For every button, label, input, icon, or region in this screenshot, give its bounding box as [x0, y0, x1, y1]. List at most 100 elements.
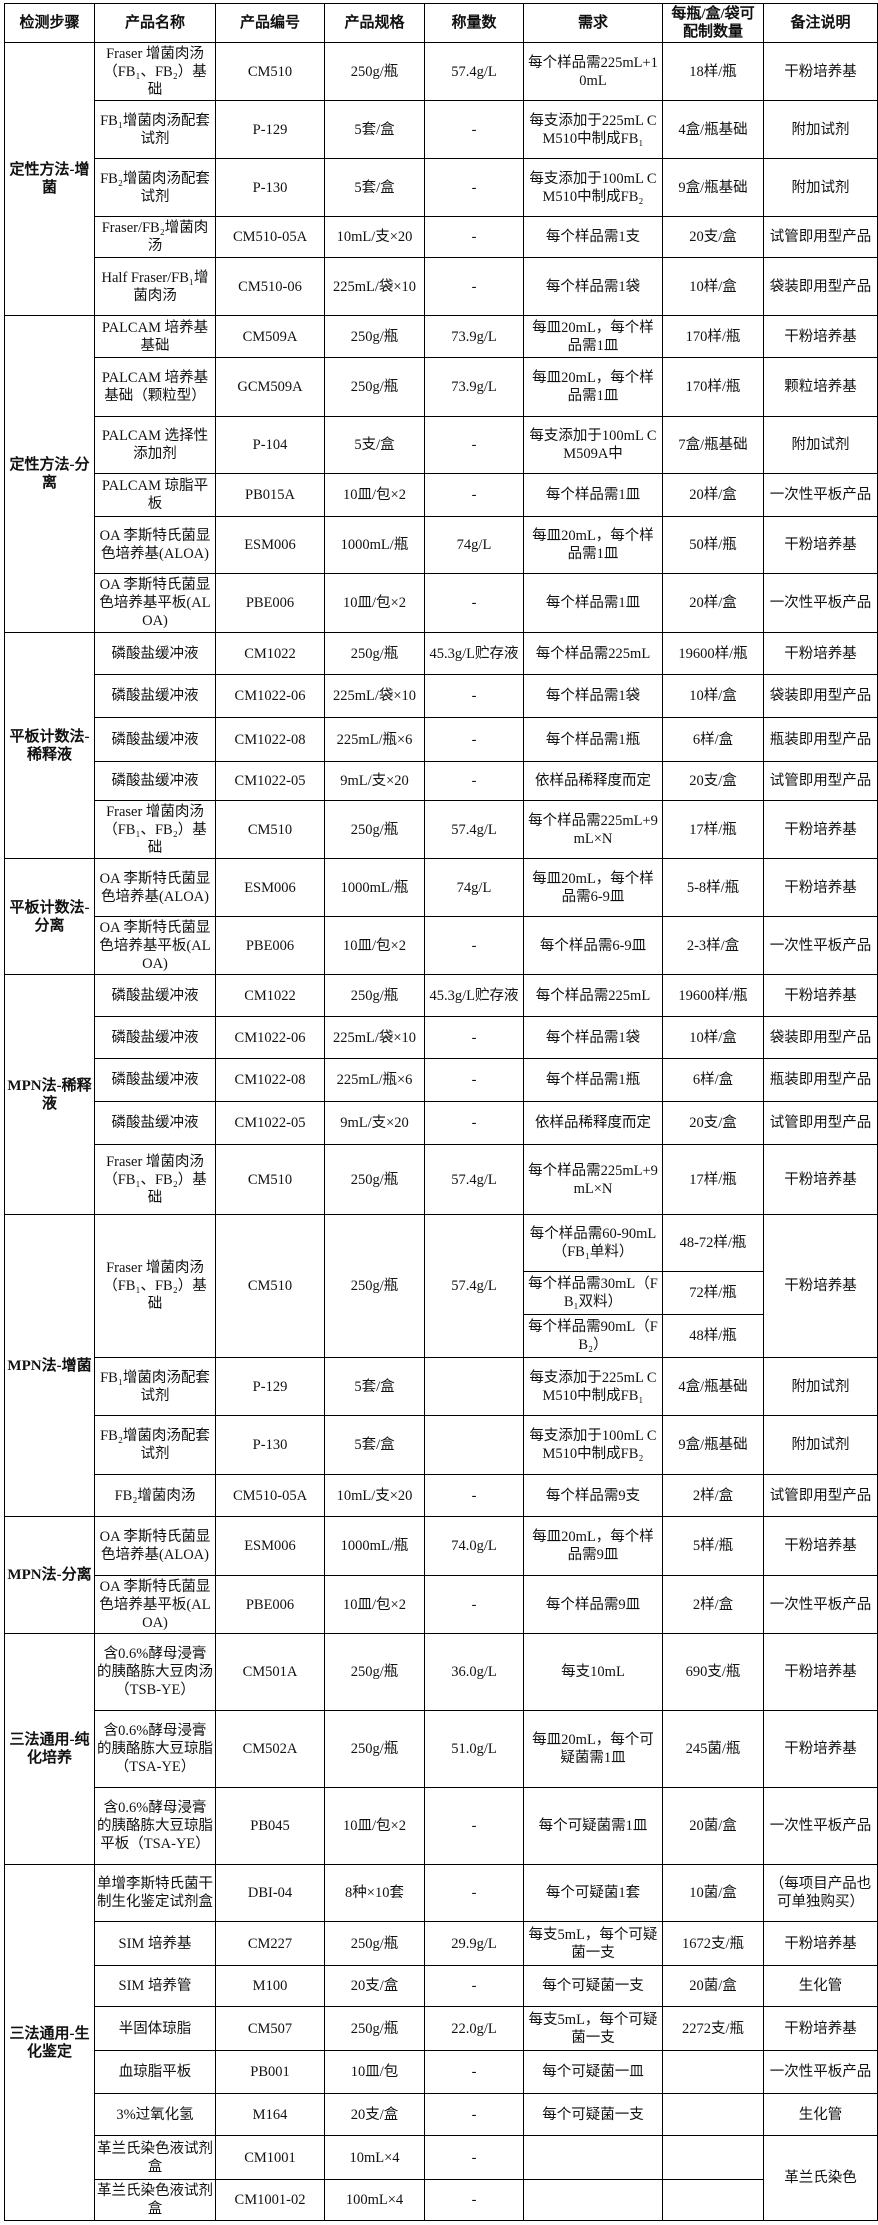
weight-cell: -	[424, 2179, 524, 2221]
spec-cell: 250g/瓶	[324, 315, 425, 358]
name-cell: 含0.6%酵母浸膏的胰酪胨大豆琼脂平板（TSA-YE）	[94, 1787, 216, 1865]
note-cell: 附加试剂	[763, 158, 878, 217]
note-cell: 试管即用型产品	[763, 1474, 878, 1517]
demand-cell: 每个样品需225mL+10mL	[523, 42, 663, 101]
note-cell: 生化管	[763, 1965, 878, 2007]
note-cell: 干粉培养基	[763, 516, 878, 574]
yield-cell: 7盒/瓶基础	[662, 416, 764, 474]
demand-cell: 每个样品需225mL+9mL×N	[523, 800, 663, 859]
yield-cell: 20菌/盒	[662, 1965, 764, 2007]
header-yield: 每瓶/盒/袋可配制数量	[662, 3, 764, 43]
name-cell: PALCAM 琼脂平板	[94, 473, 216, 517]
yield-cell: 20支/盒	[662, 216, 764, 258]
table-row: FB₁增菌肉汤配套试剂 P-129 5套/盒 - 每支添加于225mL CM510中制成…	[5, 100, 878, 159]
name-cell: SIM 培养基	[94, 1921, 216, 1966]
weight-cell: 45.3g/L贮存液	[424, 632, 524, 675]
weight-cell: 51.0g/L	[424, 1710, 524, 1788]
yield-cell: 690支/瓶	[662, 1633, 764, 1711]
yield-cell: 1672支/瓶	[662, 1921, 764, 1966]
yield-cell: 19600样/瓶	[662, 974, 764, 1017]
weight-cell: -	[424, 717, 524, 762]
name-cell: 革兰氏染色液试剂盒	[94, 2179, 216, 2221]
table-row: 磷酸盐缓冲液 CM1022-05 9mL/支×20- 依样品稀释度而定 20支/盒 试管即…	[5, 1101, 878, 1145]
header-row: 检测步骤 产品名称 产品编号 产品规格 称量数 需求 每瓶/盒/袋可配制数量 备…	[4, 3, 878, 43]
weight-cell: -	[424, 1787, 524, 1865]
yield-cell: 2272支/瓶	[662, 2006, 764, 2051]
table-row: 三法通用-生化鉴定 单增李斯特氏菌干制生化鉴定试剂盒 DBI-04 8种×10套 - 每个…	[4, 1864, 878, 2221]
name-cell: OA 李斯特氏菌显色培养基平板(ALOA)	[94, 916, 216, 975]
table-row: SIM 培养管 M100 20支/盒 - 每个可疑菌一支 20菌/盒 生化管	[5, 1965, 878, 2007]
name-cell: 含0.6%酵母浸膏的胰酪胨大豆肉汤（TSB-YE）	[94, 1633, 216, 1711]
spec-cell: 10皿/包×2	[324, 573, 425, 633]
demand-cell: 每皿20mL，每个可疑菌需1皿	[523, 1710, 663, 1788]
weight-cell: -	[424, 1474, 524, 1517]
weight-cell: 57.4g/L	[424, 1144, 524, 1215]
spec-cell: 100mL×4	[324, 2179, 425, 2221]
name-cell: OA 李斯特氏菌显色培养基平板(ALOA)	[94, 573, 216, 633]
yield-cell: 17样/瓶	[662, 800, 764, 859]
demand-cell: 每个可疑菌1套	[523, 1864, 663, 1922]
code-cell: ESM006	[215, 1516, 325, 1576]
code-cell: CM1001	[215, 2135, 325, 2180]
weight-cell: -	[424, 100, 524, 159]
step-cell: 平板计数法-稀释液	[4, 632, 95, 859]
demand-cell: 依样品稀释度而定	[523, 761, 663, 801]
code-cell: P-104	[215, 416, 325, 474]
weight-cell: -	[424, 216, 524, 258]
table-row: MPN法-稀释液 磷酸盐缓冲液 CM1022 250g/瓶 45.3g/L贮存液 每个样品…	[4, 974, 878, 1215]
table-row: 每个样品需30mL（FB₁双料） 72样/瓶	[5, 1271, 878, 1315]
note-cell: 干粉培养基	[763, 1633, 878, 1711]
demand-cell: 每个样品需30mL（FB₁双料）	[523, 1271, 663, 1315]
code-cell: CM1022-08	[215, 1058, 325, 1102]
code-cell: CM1001-02	[215, 2179, 325, 2221]
name-cell: 磷酸盐缓冲液	[94, 1016, 216, 1059]
demand-cell: 每支10mL	[523, 1633, 663, 1711]
weight-cell: 74.0g/L	[424, 1516, 524, 1576]
yield-cell: 10样/盒	[662, 1016, 764, 1059]
code-cell: M164	[215, 2093, 325, 2136]
table-row: 平板计数法-分离 OA 李斯特氏菌显色培养基(ALOA) ESM006 1000mL/…	[4, 858, 878, 975]
demand-cell: 依样品稀释度而定	[523, 1101, 663, 1145]
weight-cell: -	[424, 1965, 524, 2007]
yield-cell: 20样/盒	[662, 573, 764, 633]
code-cell: CM510-05A	[215, 216, 325, 258]
weight-cell: 74g/L	[424, 516, 524, 574]
note-cell: 干粉培养基	[763, 1921, 878, 1966]
name-cell: OA 李斯特氏菌显色培养基(ALOA)	[94, 516, 216, 574]
weight-cell: 45.3g/L贮存液	[424, 974, 524, 1017]
weight-cell: -	[424, 2093, 524, 2136]
header-note: 备注说明	[763, 3, 878, 43]
note-cell: 附加试剂	[763, 1357, 878, 1416]
weight-cell: -	[424, 1016, 524, 1059]
name-cell: 磷酸盐缓冲液	[94, 974, 216, 1017]
yield-cell: 20样/盒	[662, 473, 764, 517]
name-cell: OA 李斯特氏菌显色培养基(ALOA)	[94, 1516, 216, 1576]
spec-cell: 225mL/袋×10	[324, 674, 425, 718]
note-cell: 干粉培养基	[763, 1516, 878, 1576]
header-spec: 产品规格	[324, 3, 425, 43]
spec-cell: 250g/瓶	[324, 1633, 425, 1711]
spec-cell: 1000mL/瓶	[324, 516, 425, 574]
step-cell: MPN法-稀释液	[4, 974, 95, 1215]
table-row: Fraser 增菌肉汤（FB₁、FB₂）基础 CM510 250g/瓶 57.4g/L…	[5, 1144, 878, 1215]
table-row: 磷酸盐缓冲液 CM1022-06 225mL/袋×10- 每个样品需1袋 10样/盒 袋装…	[5, 674, 878, 718]
demand-cell: 每个可疑菌一皿	[523, 2050, 663, 2094]
name-cell: 磷酸盐缓冲液	[94, 761, 216, 801]
yield-cell: 170样/瓶	[662, 357, 764, 417]
note-cell: 革兰氏染色	[763, 2135, 878, 2221]
note-cell: 一次性平板产品	[763, 1575, 878, 1634]
weight-cell: -	[424, 158, 524, 217]
weight-cell: 57.4g/L	[424, 1214, 524, 1358]
code-cell: DBI-04	[215, 1864, 325, 1922]
demand-cell: 每个可疑菌一支	[523, 2093, 663, 2136]
code-cell: P-129	[215, 100, 325, 159]
weight-cell: 22.0g/L	[424, 2006, 524, 2051]
demand-cell: 每皿20mL，每个样品需9皿	[523, 1516, 663, 1576]
note-cell: 干粉培养基	[763, 1144, 878, 1215]
note-cell: 瓶装即用型产品	[763, 717, 878, 762]
name-cell: FB₁增菌肉汤配套试剂	[94, 100, 216, 159]
table-row: PALCAM 培养基基础（颗粒型） GCM509A 250g/瓶 73.9g/L 每皿2…	[5, 357, 878, 417]
note-cell: 干粉培养基	[763, 858, 878, 917]
yield-cell: 5样/瓶	[662, 1516, 764, 1576]
yield-cell: 170样/瓶	[662, 315, 764, 358]
